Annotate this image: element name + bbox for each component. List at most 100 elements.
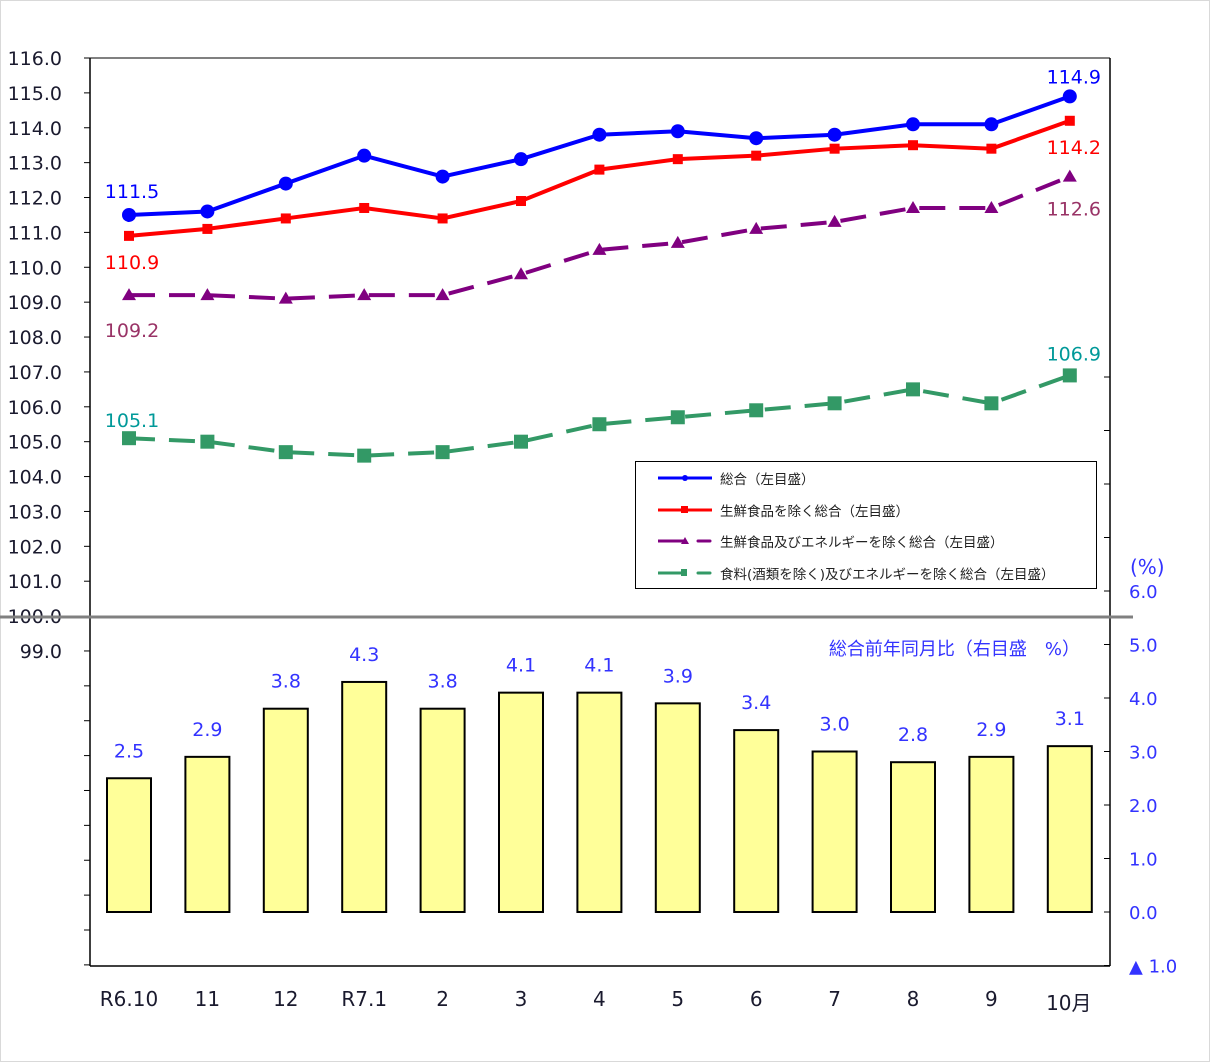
data-point	[359, 202, 370, 213]
data-point	[357, 448, 372, 463]
data-point	[514, 152, 528, 167]
x-tick-label: 3	[515, 987, 528, 1011]
data-point	[357, 148, 372, 163]
left-tick-label: 110.0	[8, 257, 62, 279]
legend-marker-circle-icon	[658, 475, 712, 481]
data-point	[670, 235, 685, 248]
data-point	[749, 403, 764, 418]
data-point	[594, 164, 605, 175]
value-label: 114.9	[1047, 66, 1101, 88]
legend-item-core-core: 生鮮食品及びエネルギーを除く総合（左目盛）	[656, 531, 1004, 551]
right-tick-label: 5.0	[1129, 636, 1158, 657]
left-tick-label: 112.0	[8, 188, 62, 210]
value-label: 110.9	[105, 252, 159, 274]
data-point	[1062, 368, 1077, 383]
right-tick-label: 4.0	[1129, 689, 1158, 710]
data-point	[200, 288, 215, 301]
right-tick-label: 6.0	[1129, 582, 1158, 603]
x-tick-label: R7.1	[341, 987, 387, 1011]
data-point	[1062, 169, 1077, 182]
bar-series-label: 総合前年同月比（右目盛 %）	[829, 639, 1080, 660]
x-tick-label: 4	[593, 987, 606, 1011]
data-point	[827, 396, 842, 411]
data-point	[984, 200, 999, 213]
value-label: 106.9	[1047, 343, 1101, 365]
left-tick-label: 116.0	[8, 48, 62, 70]
bar-value-label: 2.8	[898, 724, 928, 746]
data-point	[124, 230, 134, 241]
x-tick-label: 6	[750, 987, 763, 1011]
data-point	[1062, 89, 1077, 104]
bar-value-label: 3.0	[819, 714, 849, 736]
data-point	[516, 196, 526, 207]
bar	[890, 761, 936, 914]
left-tick-label: 107.0	[8, 362, 62, 384]
data-point	[592, 127, 607, 142]
legend-marker-square-icon	[658, 506, 712, 513]
data-point	[749, 221, 764, 234]
right-tick-label: 1.0	[1129, 850, 1158, 871]
data-point	[280, 213, 291, 224]
data-point	[200, 434, 215, 449]
data-point	[435, 288, 450, 301]
left-tick-label: 104.0	[8, 467, 62, 489]
bar-value-label: 3.4	[741, 692, 771, 714]
data-point	[670, 124, 685, 139]
data-point	[278, 445, 293, 460]
x-tick-label: 2	[436, 987, 449, 1011]
data-point	[278, 176, 293, 191]
legend-item-food-energy: 食料(酒類を除く)及びエネルギーを除く総合（左目盛）	[656, 563, 1055, 583]
legend: 総合（左目盛） 生鮮食品を除く総合（左目盛） 生鮮食品及びエネルギーを除く総合（…	[635, 461, 1097, 589]
left-tick-label: 113.0	[8, 153, 62, 175]
data-point	[906, 382, 920, 397]
data-point	[827, 214, 842, 227]
bar-value-label: 4.3	[349, 644, 379, 666]
x-tick-label: 9	[985, 987, 998, 1011]
series-line	[129, 174, 1071, 301]
legend-label: 生鮮食品を除く総合（左目盛）	[720, 504, 909, 520]
data-point	[906, 200, 920, 213]
left-tick-label: 115.0	[8, 83, 62, 105]
data-point	[908, 140, 918, 151]
data-point	[986, 143, 997, 154]
bar	[262, 707, 309, 914]
data-point	[435, 445, 450, 460]
value-label: 114.2	[1047, 137, 1101, 159]
data-point	[827, 127, 842, 142]
bar	[654, 702, 701, 913]
legend-marker-square-icon	[658, 569, 712, 576]
x-tick-label: 5	[671, 987, 684, 1011]
data-point	[592, 417, 607, 432]
value-label: 111.5	[105, 181, 159, 203]
bar	[811, 750, 858, 913]
data-point	[122, 207, 136, 222]
bar-value-label: 3.8	[427, 671, 457, 693]
left-tick-label: 111.0	[8, 222, 62, 244]
right-axis-unit: (%)	[1130, 555, 1165, 579]
data-point	[202, 223, 213, 234]
bar	[1046, 745, 1093, 914]
bar	[106, 777, 152, 913]
data-point	[122, 431, 136, 446]
legend-label: 食料(酒類を除く)及びエネルギーを除く総合（左目盛）	[720, 567, 1055, 583]
x-tick-label: 7	[828, 987, 841, 1011]
x-tick-label: 12	[273, 987, 298, 1011]
left-tick-label: 106.0	[8, 397, 62, 419]
left-tick-label: 105.0	[8, 432, 62, 454]
value-label: 109.2	[105, 320, 159, 342]
x-tick-label: 11	[195, 987, 220, 1011]
legend-marker-triangle-icon	[658, 537, 712, 544]
data-point	[984, 396, 999, 411]
bar-value-label: 2.5	[114, 740, 144, 762]
data-point	[592, 242, 607, 255]
right-tick-label: ▲ 1.0	[1129, 957, 1177, 978]
bar-value-label: 4.1	[584, 655, 614, 677]
data-point	[122, 288, 136, 301]
left-tick-label: 108.0	[8, 327, 62, 349]
data-point	[200, 204, 215, 219]
data-point	[278, 291, 293, 304]
data-point	[670, 410, 685, 425]
left-tick-label: 103.0	[8, 501, 62, 523]
bar	[733, 729, 780, 913]
